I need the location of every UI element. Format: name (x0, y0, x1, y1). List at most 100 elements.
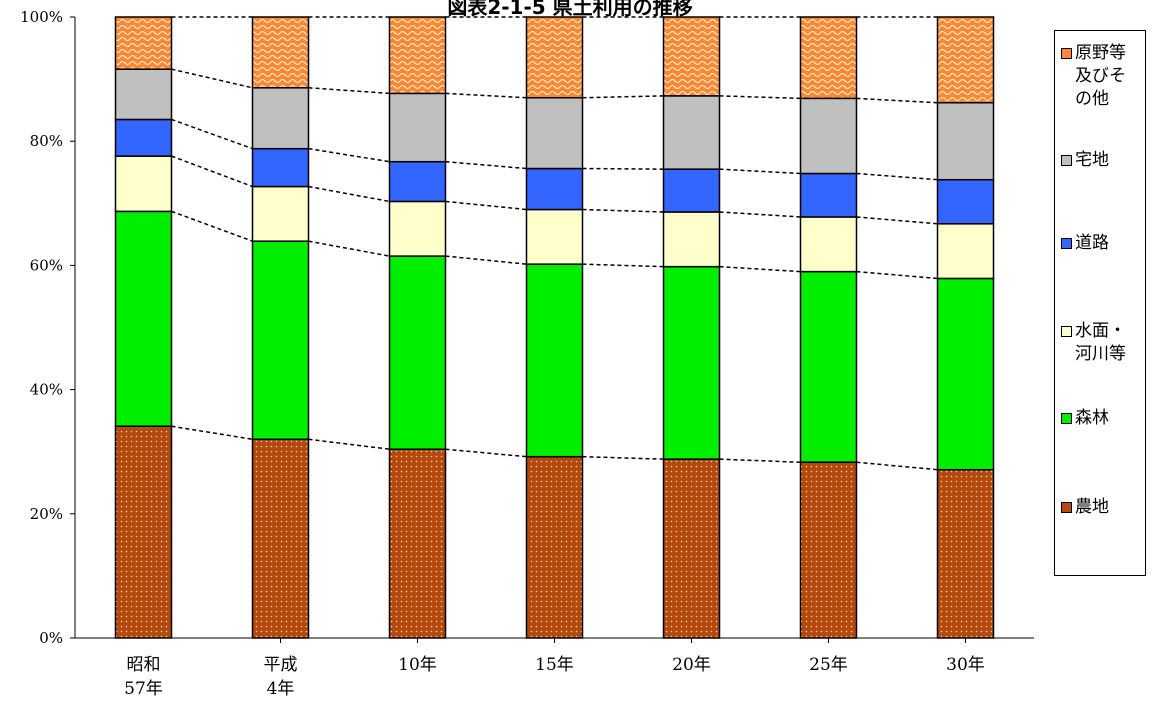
bar-segment (114, 16, 173, 70)
legend-swatch (1061, 326, 1072, 337)
bar-segment (251, 185, 310, 242)
bar-segment (525, 263, 584, 458)
x-tick-label: 30年 (946, 655, 985, 675)
stacked-bar-chart: 0% 20% 40% 60% 80% 100% 昭和 57年 平成 4年 10年 15年 20年 25年… (20, 8, 1034, 699)
connector-line (171, 118, 253, 150)
connector-line (582, 263, 664, 268)
legend-label: 森林 (1075, 408, 1109, 428)
x-tick-label: 20年 (672, 655, 711, 675)
legend-swatch (1061, 238, 1072, 249)
legend-item: 道路 (1061, 232, 1145, 255)
legend-label: 水面・ (1075, 321, 1126, 341)
connector-line (308, 240, 390, 257)
connector-line (445, 92, 527, 99)
bar-segment (251, 87, 310, 150)
legend-swatch (1061, 155, 1072, 166)
bar-segment (936, 277, 995, 471)
connector-line (856, 172, 938, 181)
bar-segment (114, 68, 173, 121)
legend-label: 農地 (1075, 497, 1109, 517)
bar-segment (662, 168, 721, 213)
connector-line (856, 270, 938, 280)
bar-segment (114, 210, 173, 427)
legend: 原野等及びその他宅地道路水面・河川等森林農地 (1054, 30, 1146, 576)
legend-swatch (1061, 48, 1072, 59)
x-tick-label: 15年 (535, 655, 574, 675)
bar-segment (799, 216, 858, 273)
bars-group (114, 16, 995, 639)
bar-segment (114, 425, 173, 639)
bar-segment (662, 95, 721, 170)
chart-title: 図表2-1-5 県土利用の推移 (447, 0, 693, 19)
connector-line (582, 167, 664, 170)
bar-segment (251, 147, 310, 188)
legend-item: 宅地 (1061, 149, 1145, 172)
connector-line (445, 160, 527, 170)
x-tick-label: 昭和 (127, 655, 161, 675)
legend-label: 道路 (1075, 233, 1109, 253)
bar-segment (799, 270, 858, 464)
legend-item: 原野等 及びそ の他 (1061, 42, 1145, 111)
y-tick-label: 60% (30, 256, 63, 274)
connector-line (171, 155, 253, 188)
bar-segment (525, 208, 584, 265)
bar-segment (388, 200, 447, 257)
legend-item: 水面・ 河川等 (1061, 320, 1145, 366)
bar-segment (799, 16, 858, 100)
bar-segment (388, 160, 447, 203)
x-tick-label: 25年 (809, 655, 848, 675)
bar-segment (251, 438, 310, 639)
legend-label: の他 (1075, 89, 1109, 109)
x-tick-labels: 昭和 57年 平成 4年 10年 15年 20年 25年 30年 (124, 655, 985, 699)
connector-line (719, 95, 801, 100)
legend-label: 及びそ (1075, 66, 1126, 86)
bar-segment (525, 96, 584, 170)
connector-line (171, 68, 253, 89)
connector-line (719, 168, 801, 175)
bar-segment (662, 16, 721, 97)
bar-segment (114, 155, 173, 213)
connector-line (719, 265, 801, 273)
connector-line (856, 216, 938, 225)
connector-line (582, 208, 664, 213)
bar-segment (936, 16, 995, 104)
legend-label: 河川等 (1075, 344, 1126, 364)
bar-segment (114, 118, 173, 157)
connector-line (308, 87, 390, 95)
axes (70, 16, 1034, 643)
y-tick-labels: 0% 20% 40% 60% 80% 100% (20, 8, 63, 647)
bar-segment (388, 92, 447, 163)
connector-line (719, 458, 801, 464)
bar-segment (388, 448, 447, 639)
connector-line (856, 461, 938, 471)
bar-segment (936, 101, 995, 181)
connector-line (308, 147, 390, 163)
connector-line (445, 448, 527, 458)
y-tick-label: 0% (39, 629, 63, 647)
bar-segment (251, 240, 310, 441)
bar-segment (525, 455, 584, 639)
bar-segment (662, 211, 721, 268)
legend-swatch (1061, 413, 1072, 424)
connector-lines (171, 16, 938, 471)
bar-segment (525, 167, 584, 211)
y-tick-label: 20% (30, 505, 63, 523)
legend-item: 森林 (1061, 407, 1145, 430)
y-tick-label: 100% (20, 8, 63, 26)
connector-line (445, 200, 527, 211)
bar-segment (525, 16, 584, 99)
bar-segment (388, 16, 447, 95)
connector-line (582, 455, 664, 460)
connector-line (445, 255, 527, 265)
connector-line (856, 97, 938, 104)
x-tick-label: 平成 (264, 655, 298, 675)
bar-segment (936, 468, 995, 639)
bar-segment (251, 16, 310, 89)
x-tick-label: 4年 (267, 679, 295, 699)
bar-segment (388, 255, 447, 450)
x-tick-label: 57年 (124, 679, 163, 699)
legend-swatch (1061, 502, 1072, 513)
legend-label: 原野等 (1075, 43, 1126, 63)
y-tick-label: 40% (30, 381, 63, 399)
bar-segment (799, 172, 858, 218)
